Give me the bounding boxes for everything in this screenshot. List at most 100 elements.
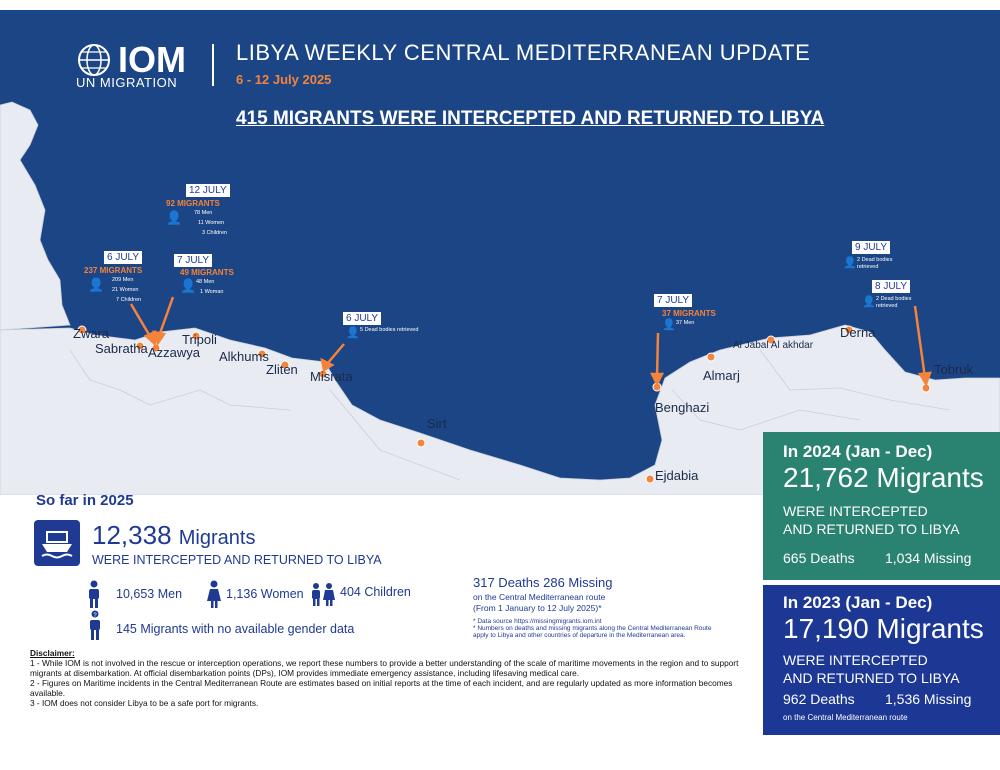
panel-2024-missing: 1,034 Missing <box>885 550 972 566</box>
people-icon: 👤 <box>88 277 105 292</box>
person-icon: 👤 <box>843 257 857 269</box>
event-date: 6 JULY <box>104 251 143 264</box>
incident-arrows <box>129 296 932 387</box>
panel-2024: In 2024 (Jan - Dec) 21,762 Migrants WERE… <box>763 432 1000 580</box>
svg-text:?: ? <box>93 613 97 619</box>
city-label: Tripoli <box>182 332 217 347</box>
ytd-total: 12,338 Migrants <box>92 520 255 551</box>
event-line: 7 Children <box>116 297 142 303</box>
event-date: 8 JULY <box>872 280 911 293</box>
ytd-route: on the Central Mediterranean route <box>473 592 606 602</box>
event-line: 48 Men <box>196 279 215 285</box>
event-migrants: 237 MIGRANTS <box>84 266 143 275</box>
ytd-label: Migrants <box>178 527 256 549</box>
disclaimer-heading: Disclaimer: <box>30 648 75 658</box>
footnote: * Numbers on deaths and missing migrants… <box>473 625 712 632</box>
footnote: * Data source https://missingmigrants.io… <box>473 618 602 625</box>
event-date: 12 JULY <box>186 184 230 197</box>
panel-2024-deaths: 665 Deaths <box>783 550 855 566</box>
map <box>0 10 1000 495</box>
event-date: 9 JULY <box>852 241 891 254</box>
city-label: Al Jabal Al akhdar <box>733 340 814 351</box>
city-label: Benghazi <box>655 400 710 415</box>
city-label: Derna <box>840 325 876 340</box>
event-date: 6 JULY <box>343 312 382 325</box>
so-far-heading: So far in 2025 <box>36 492 134 509</box>
panel-2023-line1: WERE INTERCEPTED <box>783 652 928 668</box>
globe-icon <box>78 44 110 76</box>
children-count: 404 Children <box>340 585 411 599</box>
panel-2023-route: on the Central Mediterranean route <box>783 713 908 722</box>
page-title: LIBYA WEEKLY CENTRAL MEDITERRANEAN UPDAT… <box>236 40 811 65</box>
iom-logo <box>76 42 112 78</box>
land-tunisia <box>0 101 71 331</box>
women-count: 1,136 Women <box>226 587 304 601</box>
event-line: 3 Children <box>202 230 228 236</box>
header-divider <box>212 44 214 86</box>
city-label: Sirt <box>427 416 447 431</box>
event-line: 1 Woman <box>200 289 224 295</box>
person-icon: 👤 <box>862 296 876 308</box>
people-icon: 👤 <box>180 278 197 293</box>
disclaimer: Disclaimer: 1 - While IOM is not involve… <box>30 648 757 708</box>
event-line: retrieved <box>857 264 879 270</box>
city-label: Zliten <box>266 362 298 377</box>
region-borders <box>69 349 951 481</box>
event-line: 37 Men <box>676 320 695 326</box>
panel-2023-deaths: 962 Deaths <box>783 691 855 707</box>
panel-2023-title: In 2023 (Jan - Dec) <box>783 593 933 612</box>
ytd-sub: WERE INTERCEPTED AND RETURNED TO LIBYA <box>92 553 382 567</box>
ytd-period: (From 1 January to 12 July 2025)* <box>473 603 602 613</box>
city-label: Alkhums <box>219 349 269 364</box>
event-line: 78 Men <box>194 210 213 216</box>
footnote: apply to Libya and other countries of de… <box>473 632 686 639</box>
boat-icon <box>34 520 80 566</box>
city-dots <box>77 325 931 484</box>
disclaimer-p3: 3 - IOM does not consider Libya to be a … <box>30 698 259 708</box>
panel-2024-title: In 2024 (Jan - Dec) <box>783 442 933 461</box>
city-label: Misrata <box>310 369 353 384</box>
panel-2023-line2: AND RETURNED TO LIBYA <box>783 670 960 686</box>
ytd-deaths-missing: 317 Deaths 286 Missing <box>473 575 613 590</box>
children-icon <box>310 582 336 611</box>
event-date: 7 JULY <box>174 254 213 267</box>
city-label: Tobruk <box>934 362 974 377</box>
panel-2023: In 2023 (Jan - Dec) 17,190 Migrants WERE… <box>763 585 1000 735</box>
event-line: 209 Men <box>112 277 134 283</box>
panel-2024-line1: WERE INTERCEPTED <box>783 503 928 519</box>
event-line: 2 Dead bodies <box>876 296 912 302</box>
woman-icon <box>206 580 222 613</box>
man-icon <box>86 580 102 613</box>
city-label: Azzawya <box>148 345 201 360</box>
city-label: Almarj <box>703 368 740 383</box>
event-date: 7 JULY <box>654 294 693 307</box>
headline: 415 MIGRANTS WERE INTERCEPTED AND RETURN… <box>236 108 825 129</box>
city-label: Sabratha <box>95 341 148 356</box>
men-count: 10,653 Men <box>116 587 183 601</box>
city-label: Ejdabia <box>655 468 699 483</box>
panel-2023-number: 17,190 Migrants <box>783 613 984 644</box>
person-icon: 👤 <box>346 327 360 339</box>
event-line: retrieved <box>876 303 898 309</box>
city-label: Zwara <box>73 326 110 341</box>
unknown-gender-count: 145 Migrants with no available gender da… <box>116 622 355 636</box>
panel-2024-number: 21,762 Migrants <box>783 462 984 493</box>
person-icon: 👤 <box>662 319 676 331</box>
disclaimer-p1: 1 - While IOM is not involved in the res… <box>30 658 739 678</box>
logo-text: IOM <box>118 39 186 80</box>
panel-2024-line2: AND RETURNED TO LIBYA <box>783 521 960 537</box>
event-migrants: 49 MIGRANTS <box>180 268 234 277</box>
logo-subtitle: UN MIGRATION <box>76 75 178 90</box>
event-migrants: 37 MIGRANTS <box>662 309 716 318</box>
event-line: 21 Women <box>112 287 139 293</box>
people-icon: 👤 <box>166 210 183 225</box>
event-line: 11 Women <box>198 220 225 226</box>
report-dates: 6 - 12 July 2025 <box>236 72 332 87</box>
disclaimer-p2: 2 - Figures on Maritime incidents in the… <box>30 678 733 698</box>
unknown-gender-icon: ? <box>86 610 104 647</box>
ytd-number: 12,338 <box>92 520 172 550</box>
event-line: 5 Dead bodies retrieved <box>360 327 419 333</box>
event-line: 2 Dead bodies <box>857 257 893 263</box>
panel-2023-missing: 1,536 Missing <box>885 691 972 707</box>
land-libya <box>0 324 1000 495</box>
